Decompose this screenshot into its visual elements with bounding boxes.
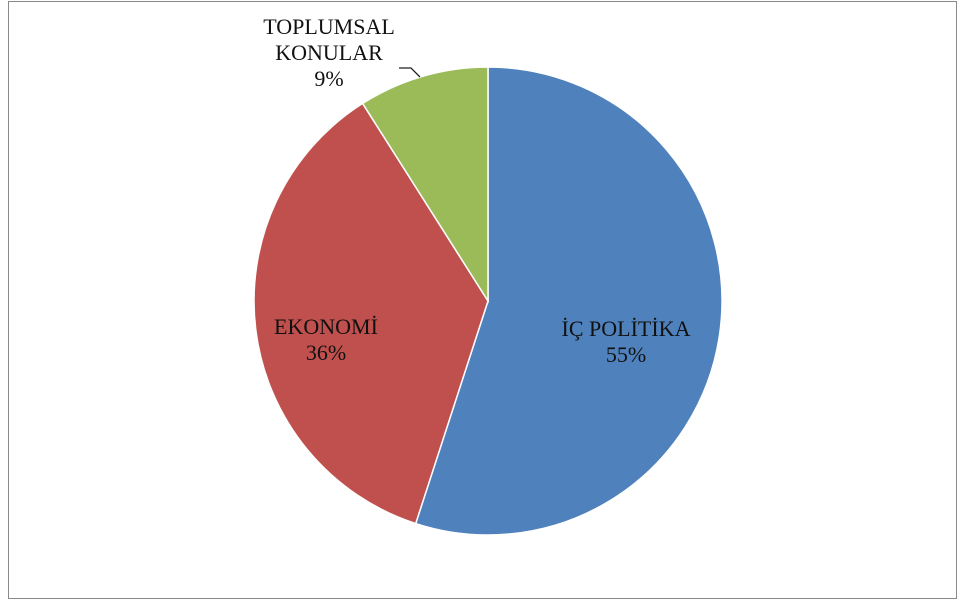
slice-category-label: İÇ POLİTİKA xyxy=(562,316,691,341)
slice-percent-label: 55% xyxy=(606,342,646,367)
slice-category-label: TOPLUMSAL xyxy=(263,14,395,39)
slice-toplumsal-konular xyxy=(361,66,489,304)
slice-category-label: KONULAR xyxy=(275,40,383,65)
slice-percent-label: 9% xyxy=(314,66,343,91)
leader-line-toplumsal-konular xyxy=(399,67,421,78)
slice-percent-label: 36% xyxy=(306,340,346,365)
slice-ekonomi xyxy=(253,102,489,525)
pie-slices xyxy=(253,66,723,536)
slice-ic-politika xyxy=(414,66,723,536)
slice-category-label: EKONOMİ xyxy=(274,314,378,339)
leader-lines xyxy=(399,67,421,78)
